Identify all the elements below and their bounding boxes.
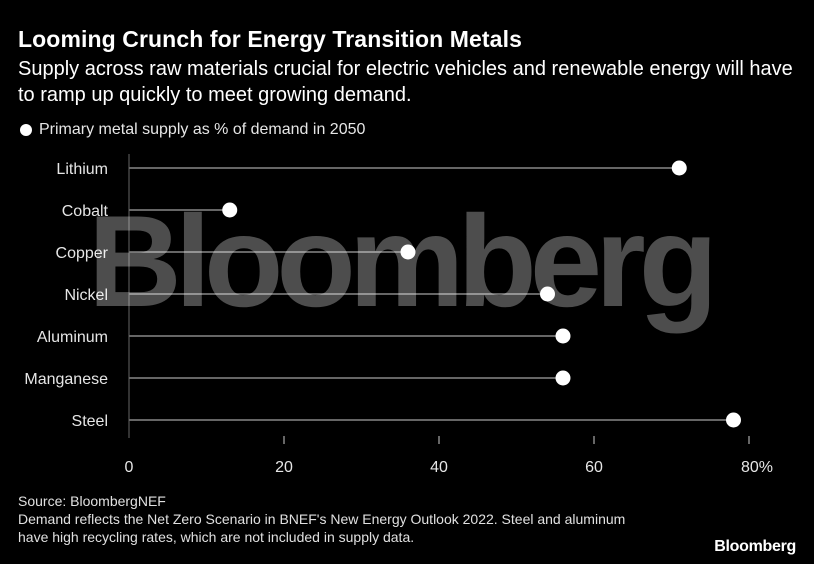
source-note: Source: BloombergNEF [18,493,166,509]
category-label-nickel: Nickel [64,287,108,304]
legend: Primary metal supply as % of demand in 2… [20,121,365,139]
data-point-copper [400,244,416,260]
legend-label: Primary metal supply as % of demand in 2… [39,121,366,138]
x-tick-label-20: 20 [275,459,293,476]
data-point-aluminum [555,328,571,344]
data-point-steel [726,412,741,428]
category-label-cobalt: Cobalt [62,203,109,220]
data-point-nickel [540,286,555,302]
chart-title: Looming Crunch for Energy Transition Met… [18,26,522,52]
x-tick-label-80: 80% [741,459,773,476]
data-point-lithium [671,160,687,176]
category-label-copper: Copper [56,245,109,262]
category-label-lithium: Lithium [56,161,108,178]
legend-dot-icon [20,124,32,136]
category-label-manganese: Manganese [24,371,108,388]
x-tick-label-0: 0 [125,459,134,476]
data-point-manganese [555,370,571,386]
bloomberg-logo: Bloomberg [714,538,796,555]
x-tick-label-40: 40 [430,459,448,476]
chart-subtitle: Supply across raw materials crucial for … [18,58,793,106]
category-label-steel: Steel [72,413,108,430]
data-point-cobalt [222,202,238,218]
methodology-note: Demand reflects the Net Zero Scenario in… [18,511,626,545]
category-label-aluminum: Aluminum [37,329,108,346]
lollipop-chart: 0 20 40 60 80% Lithium Cobalt Copper Nickel Alumi… [24,154,773,476]
x-tick-label-60: 60 [585,459,603,476]
